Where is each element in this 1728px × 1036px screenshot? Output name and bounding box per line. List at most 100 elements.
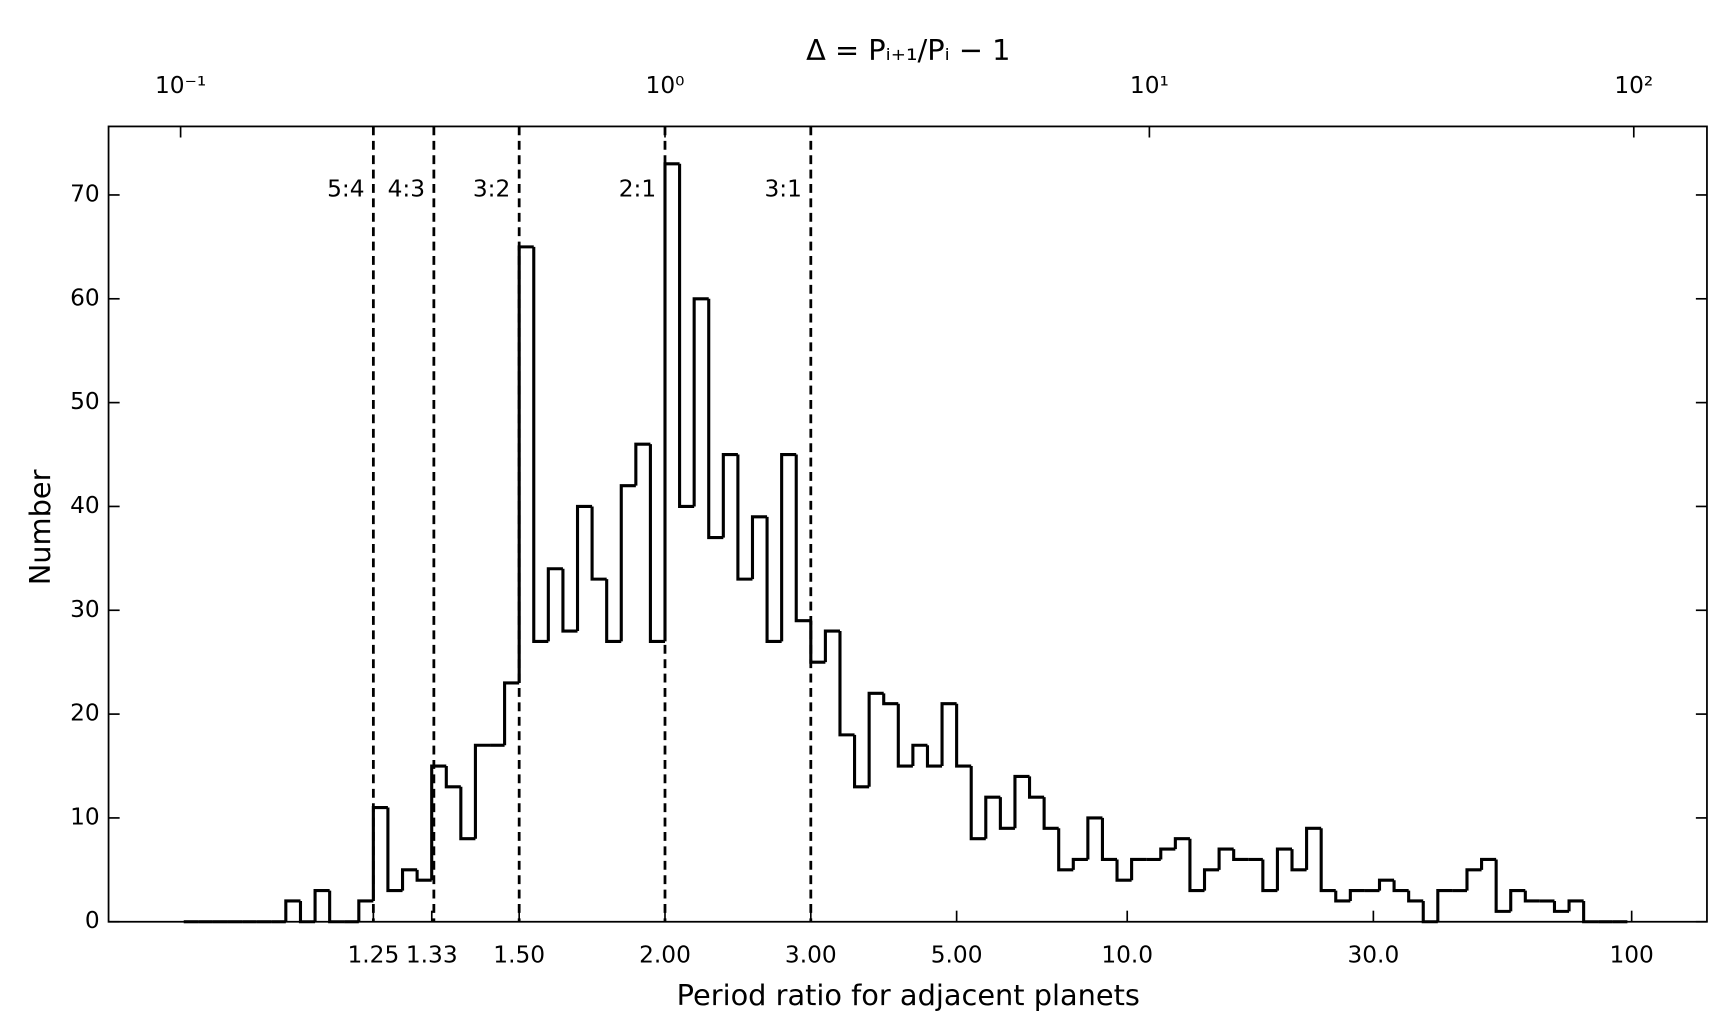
histogram-bin <box>1086 816 1103 860</box>
y-tick-label: 30 <box>70 596 100 623</box>
histogram-bin <box>692 297 709 507</box>
histogram-bin <box>561 568 578 633</box>
histogram-bin <box>648 444 665 643</box>
resonance-label: 5:4 <box>327 175 364 202</box>
y-tick-label: 70 <box>70 180 100 207</box>
histogram-bin <box>1027 776 1045 799</box>
x-tick-label: 2.00 <box>639 942 691 969</box>
histogram-bin <box>444 766 461 789</box>
histogram-bin <box>794 454 811 623</box>
histogram-bin <box>1275 847 1293 891</box>
histogram-bin <box>984 795 1001 839</box>
histogram-bin <box>955 703 972 768</box>
histogram-bin <box>882 693 899 706</box>
x-tick-label: 10.0 <box>1101 942 1153 969</box>
histogram-bin <box>1407 890 1424 903</box>
histogram-bin <box>896 703 913 768</box>
histogram-bin <box>925 745 943 768</box>
histogram-bin <box>619 484 636 642</box>
histogram-bin <box>1494 859 1511 913</box>
resonance-label: 3:1 <box>765 175 802 202</box>
histogram-bin <box>1173 837 1190 850</box>
histogram-bin <box>1436 889 1453 922</box>
histogram-bin <box>969 766 986 841</box>
histogram-bin <box>1202 868 1220 891</box>
histogram-bin <box>1480 857 1497 870</box>
histogram-bin <box>1042 797 1059 830</box>
histogram-bin <box>663 162 680 642</box>
x-tick-label: 5.00 <box>931 942 983 969</box>
histogram-bin <box>328 890 345 924</box>
y-tick-label: 10 <box>70 803 100 830</box>
y-tick-label: 40 <box>70 492 100 519</box>
y-tick-label: 20 <box>70 700 100 727</box>
histogram-bin <box>823 629 840 663</box>
histogram-bin <box>838 631 855 737</box>
histogram-bin <box>430 764 447 881</box>
histogram-bin <box>575 504 593 632</box>
histogram-bin <box>546 567 563 642</box>
histogram-bin <box>736 454 753 581</box>
top-x-tick-label: 10¹ <box>1130 72 1169 99</box>
histogram-bin <box>911 743 928 767</box>
histogram-bin <box>1319 828 1336 893</box>
histogram-bin <box>1159 847 1176 860</box>
histogram-bin <box>1261 859 1278 893</box>
histogram-bin <box>678 163 695 508</box>
histogram-bin <box>386 807 403 893</box>
histogram-bin <box>459 786 476 841</box>
histogram-bin <box>415 869 432 882</box>
histogram-bin <box>1567 899 1584 912</box>
histogram-bin <box>1013 774 1030 829</box>
histogram-bin <box>1465 868 1482 891</box>
histogram-bin <box>1582 900 1599 924</box>
histogram-bin <box>1348 889 1365 901</box>
histogram-bin <box>867 691 884 787</box>
histogram-bin <box>1232 849 1249 862</box>
histogram-bin <box>1115 859 1132 882</box>
y-tick-label: 0 <box>85 907 100 934</box>
histogram-bin <box>313 889 330 922</box>
x-axis-label: Period ratio for adjacent planets <box>677 978 1140 1012</box>
histogram-bin <box>357 899 374 922</box>
histogram-bin <box>1217 847 1234 870</box>
resonance-label: 2:1 <box>619 175 656 202</box>
histogram-bin <box>780 452 797 642</box>
resonance-label: 3:2 <box>473 175 510 202</box>
histogram-bin <box>1071 857 1088 870</box>
resonance-label: 4:3 <box>388 175 425 202</box>
histogram-bin <box>605 579 622 643</box>
histogram-bin <box>1188 838 1205 893</box>
histogram-bin <box>1290 849 1307 872</box>
histogram-bin <box>707 298 724 540</box>
y-axis-label: Number <box>23 469 57 585</box>
histogram-bin <box>503 681 520 746</box>
histogram-bin <box>1421 900 1438 924</box>
histogram-bin <box>517 245 534 683</box>
histogram-bin <box>1057 828 1074 872</box>
histogram-bin <box>1509 889 1526 912</box>
top-x-tick-label: 10² <box>1614 72 1653 99</box>
histogram-bin <box>750 515 768 580</box>
x-tick-label: 30.0 <box>1347 942 1399 969</box>
histogram-bin <box>1305 826 1322 870</box>
top-axis-label: Δ = Pᵢ₊₁/Pᵢ − 1 <box>806 33 1010 67</box>
histogram-bin <box>298 900 316 924</box>
histogram-bin <box>473 743 491 839</box>
histogram-bin <box>1377 878 1395 891</box>
histogram-bin <box>853 734 870 789</box>
top-x-tick-label: 10⁻¹ <box>155 72 206 99</box>
x-tick-label: 1.33 <box>406 942 458 969</box>
x-tick-label: 100 <box>1609 942 1653 969</box>
x-tick-label: 1.50 <box>493 942 545 969</box>
histogram-bin <box>998 797 1015 830</box>
histogram-bin <box>1100 817 1118 862</box>
histogram-bin <box>532 246 549 643</box>
histogram-bin <box>590 506 607 581</box>
plot-frame <box>107 125 1708 923</box>
histogram-bin <box>284 899 301 922</box>
histogram-bin <box>940 702 957 767</box>
histogram-bin <box>721 452 738 538</box>
top-x-tick-label: 10⁰ <box>646 72 685 99</box>
